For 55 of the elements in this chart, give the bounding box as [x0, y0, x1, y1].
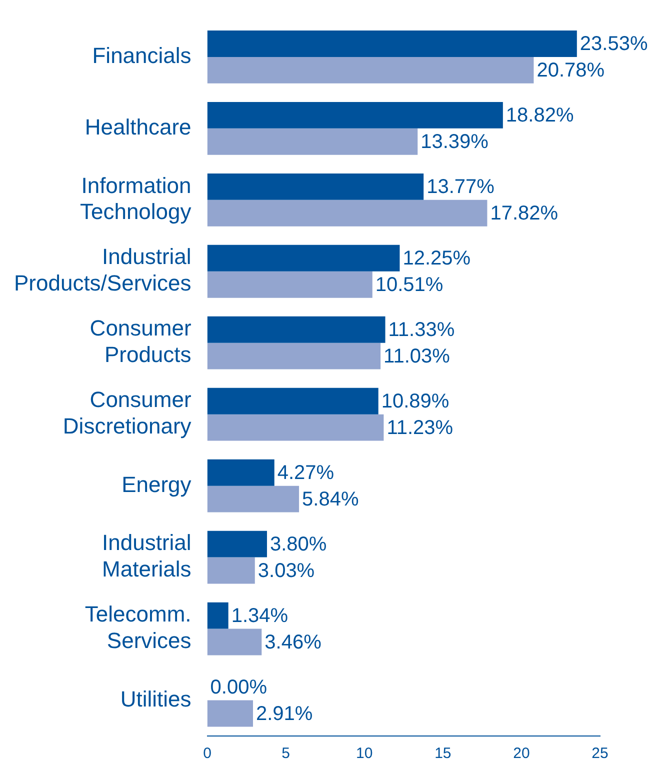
bar	[207, 271, 372, 298]
x-tick-label: 25	[592, 745, 608, 762]
bar	[207, 602, 228, 629]
y-tick-label: Utilities	[120, 686, 192, 712]
bar	[207, 628, 262, 656]
bar	[207, 414, 384, 441]
bar	[207, 128, 418, 155]
bar	[207, 700, 253, 727]
data-label: 1.34%	[231, 605, 288, 628]
bar	[207, 342, 381, 370]
data-label: 11.23%	[386, 417, 454, 440]
y-tick-label: Healthcare	[84, 114, 192, 140]
bar	[207, 173, 424, 200]
bar	[207, 200, 488, 226]
bar	[207, 486, 300, 512]
bar	[207, 102, 503, 128]
data-label: 3.46%	[264, 632, 322, 654]
bar	[207, 557, 255, 584]
y-tick-label: Information Technology	[80, 172, 192, 224]
bar	[207, 316, 386, 343]
y-tick-label: Energy	[122, 472, 192, 497]
data-label: 13.77%	[426, 176, 495, 198]
bar	[207, 30, 577, 57]
y-tick-label: Industrial Products/Services	[14, 244, 192, 296]
data-label: 11.33%	[388, 319, 455, 342]
data-label: 4.27%	[277, 462, 334, 484]
y-tick-label: Consumer Discretionary	[62, 387, 192, 439]
bar	[207, 244, 400, 272]
data-label: 18.82%	[506, 104, 574, 127]
y-tick-label: Industrial Materials	[102, 530, 192, 582]
x-tick-label: 15	[434, 745, 452, 762]
bar	[207, 459, 274, 486]
y-tick-label: Financials	[92, 43, 192, 68]
bar	[207, 56, 534, 84]
x-tick-label: 0	[203, 745, 212, 762]
x-tick-label: 5	[282, 745, 290, 762]
y-tick-label: Telecomm. Services	[84, 602, 192, 654]
data-label: 12.25%	[402, 248, 471, 270]
data-label: 10.51%	[375, 274, 444, 296]
data-label: 0.00%	[210, 676, 268, 699]
data-label: 3.80%	[270, 534, 327, 556]
data-label: 17.82%	[490, 202, 558, 225]
bar	[207, 530, 267, 558]
data-label: 23.53%	[580, 33, 648, 56]
x-tick-label: 10	[356, 745, 373, 762]
data-label: 3.03%	[258, 560, 315, 582]
data-label: 11.03%	[384, 346, 450, 368]
data-label: 20.78%	[536, 60, 605, 82]
bar	[207, 388, 378, 414]
y-tick-label: Consumer Products	[90, 316, 192, 368]
data-label: 5.84%	[302, 488, 359, 511]
data-label: 13.39%	[420, 131, 489, 154]
x-tick-label: 20	[513, 745, 530, 762]
data-label: 2.91%	[256, 703, 313, 725]
data-label: 10.89%	[381, 390, 450, 413]
